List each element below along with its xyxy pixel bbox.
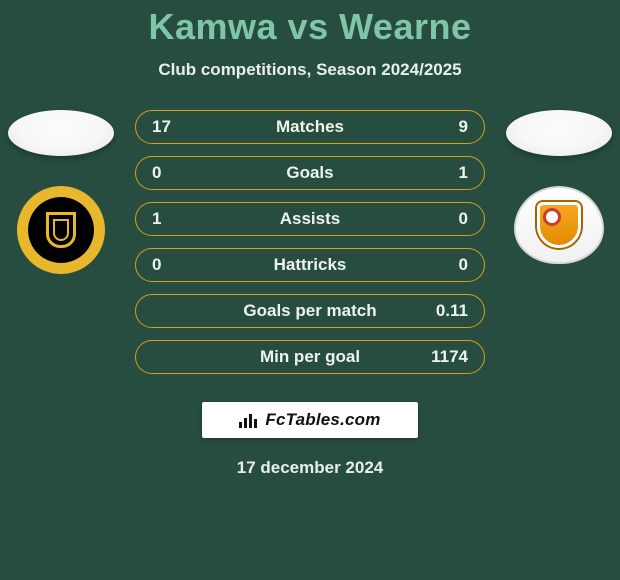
bars-icon bbox=[239, 412, 257, 428]
columns: 17 Matches 9 0 Goals 1 1 Assists 0 0 Hattricks 0 Goa… bbox=[0, 110, 620, 374]
stat-right-value: 0 bbox=[428, 255, 468, 275]
stat-label: Hattricks bbox=[274, 255, 347, 275]
shield-icon bbox=[46, 212, 76, 248]
stat-left-value: 0 bbox=[152, 163, 192, 183]
stat-right-value: 0 bbox=[428, 209, 468, 229]
stat-row: Goals per match 0.11 bbox=[135, 294, 485, 328]
stat-row: 0 Hattricks 0 bbox=[135, 248, 485, 282]
stat-right-value: 9 bbox=[428, 117, 468, 137]
avatar-left bbox=[8, 110, 114, 156]
right-side bbox=[506, 110, 612, 264]
stat-left-value: 1 bbox=[152, 209, 192, 229]
date-label: 17 december 2024 bbox=[0, 458, 620, 478]
stat-row: Min per goal 1174 bbox=[135, 340, 485, 374]
shield-icon bbox=[537, 202, 581, 248]
club-badge-right bbox=[514, 186, 604, 264]
stat-label: Assists bbox=[280, 209, 340, 229]
stat-label: Min per goal bbox=[260, 347, 360, 367]
stat-label: Goals per match bbox=[243, 301, 376, 321]
page-title: Kamwa vs Wearne bbox=[0, 6, 620, 48]
stat-row: 17 Matches 9 bbox=[135, 110, 485, 144]
stats-list: 17 Matches 9 0 Goals 1 1 Assists 0 0 Hattricks 0 Goa… bbox=[114, 110, 506, 374]
stat-label: Goals bbox=[286, 163, 333, 183]
stat-row: 0 Goals 1 bbox=[135, 156, 485, 190]
source-label: FcTables.com bbox=[265, 410, 380, 430]
left-side bbox=[8, 110, 114, 274]
club-badge-left-inner bbox=[28, 197, 94, 263]
stat-label: Matches bbox=[276, 117, 344, 137]
stat-left-value: 17 bbox=[152, 117, 192, 137]
avatar-right bbox=[506, 110, 612, 156]
subtitle: Club competitions, Season 2024/2025 bbox=[0, 60, 620, 80]
stat-right-value: 1 bbox=[428, 163, 468, 183]
comparison-card: Kamwa vs Wearne Club competitions, Seaso… bbox=[0, 0, 620, 580]
stat-right-value: 1174 bbox=[428, 347, 468, 367]
stat-left-value: 0 bbox=[152, 255, 192, 275]
source-bar: FcTables.com bbox=[202, 402, 418, 438]
club-badge-left bbox=[17, 186, 105, 274]
stat-row: 1 Assists 0 bbox=[135, 202, 485, 236]
stat-right-value: 0.11 bbox=[428, 301, 468, 321]
